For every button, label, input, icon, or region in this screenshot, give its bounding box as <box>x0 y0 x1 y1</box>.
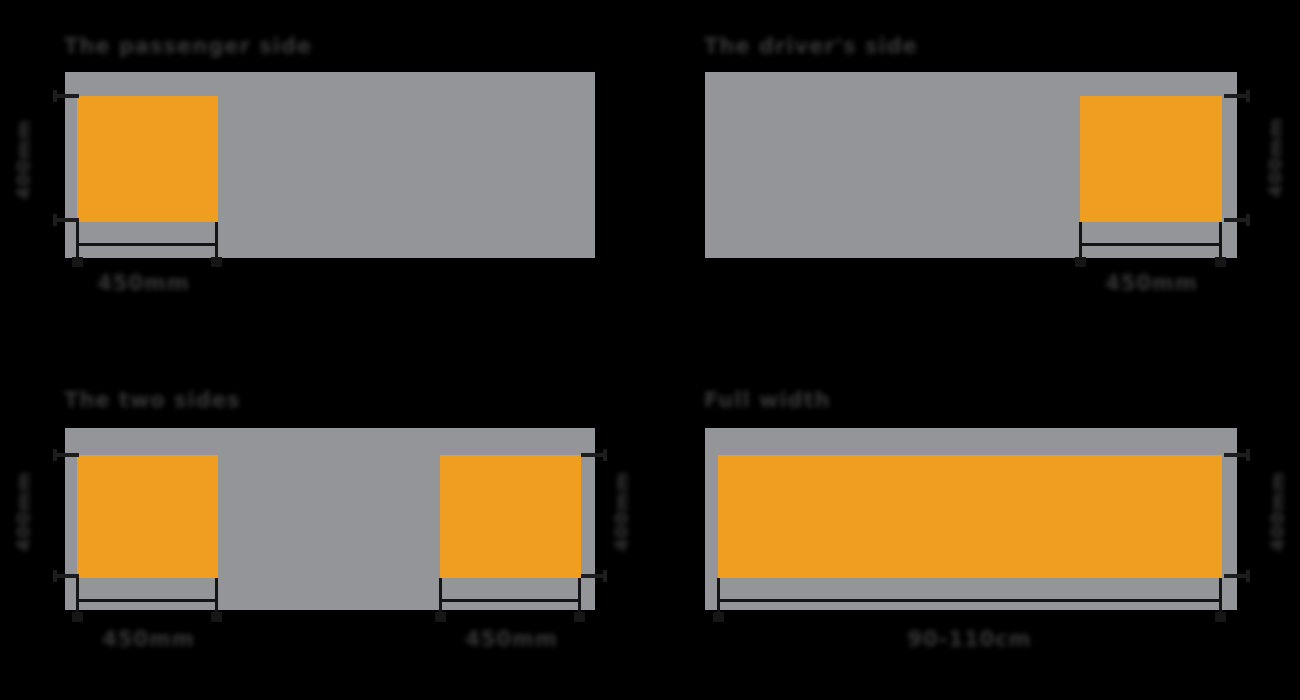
bracket-foot <box>1215 612 1226 622</box>
highlight-box <box>718 455 1222 578</box>
width-label-right: 450mm <box>465 627 558 651</box>
height-tick-top-cap <box>53 90 57 102</box>
height-tick-top <box>55 453 79 457</box>
bracket-foot <box>72 612 83 622</box>
height-label: 400mm <box>13 118 35 200</box>
height-tick-bottom <box>581 574 605 578</box>
panel-title: The two sides <box>64 388 241 412</box>
height-tick-bottom-cap <box>1246 570 1250 582</box>
width-bracket-connector <box>76 599 218 602</box>
height-label-left: 400mm <box>13 470 35 552</box>
width-label: 90-110cm <box>907 627 1032 651</box>
height-label: 400mm <box>1267 470 1289 552</box>
width-bracket-connector <box>76 243 218 246</box>
height-tick-bottom-cap <box>53 214 57 226</box>
height-label: 400mm <box>1265 116 1287 198</box>
height-tick-bottom <box>55 574 79 578</box>
width-label-left: 450mm <box>102 627 195 651</box>
height-tick-top-cap <box>53 449 57 461</box>
highlight-box <box>1080 96 1222 222</box>
height-tick-top-cap <box>1246 90 1250 102</box>
width-bracket-connector <box>717 599 1222 602</box>
bracket-foot <box>435 612 446 622</box>
height-tick-bottom <box>1224 218 1248 222</box>
highlight-box-right <box>440 455 581 578</box>
height-tick-bottom-cap <box>1246 214 1250 226</box>
panel-title: Full width <box>704 388 831 412</box>
width-bracket-connector <box>439 599 581 602</box>
height-tick-top <box>1224 94 1248 98</box>
height-tick-top <box>1224 453 1248 457</box>
bracket-foot <box>574 612 585 622</box>
panel-title: The driver's side <box>704 34 918 58</box>
height-tick-bottom <box>1224 574 1248 578</box>
height-tick-top <box>581 453 605 457</box>
width-label: 450mm <box>97 271 190 295</box>
highlight-box-left <box>77 455 218 578</box>
height-tick-bottom-cap <box>53 570 57 582</box>
bracket-foot <box>211 257 222 267</box>
bracket-foot <box>72 257 83 267</box>
bracket-foot <box>713 612 724 622</box>
height-tick-top-cap <box>1246 449 1250 461</box>
height-tick-top-cap <box>603 449 607 461</box>
height-tick-top <box>55 94 79 98</box>
highlight-box <box>77 96 218 222</box>
bracket-foot <box>1075 257 1086 267</box>
width-label: 450mm <box>1105 271 1198 295</box>
bracket-foot <box>1215 257 1226 267</box>
width-bracket-connector <box>1079 243 1222 246</box>
bracket-foot <box>211 612 222 622</box>
height-label-right: 400mm <box>611 470 633 552</box>
panel-title: The passenger side <box>64 34 313 58</box>
height-tick-bottom-cap <box>603 570 607 582</box>
height-tick-bottom <box>55 218 79 222</box>
